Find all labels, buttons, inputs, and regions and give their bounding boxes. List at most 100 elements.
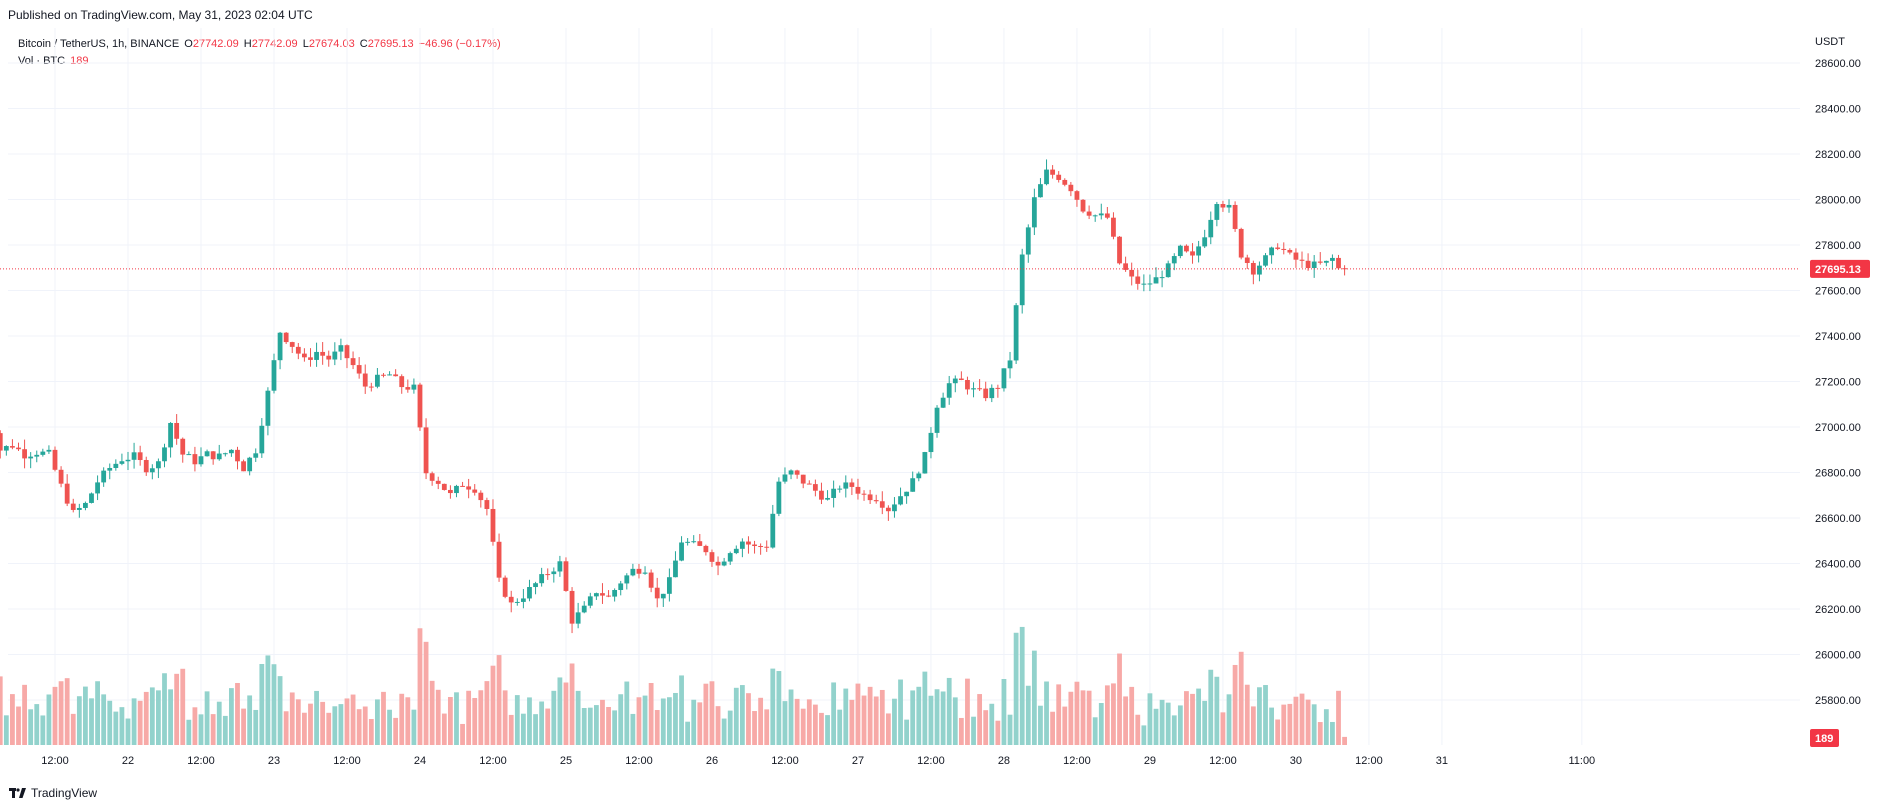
candle	[295, 343, 301, 360]
candle-body	[289, 342, 295, 347]
tradingview-logo-icon	[9, 788, 26, 798]
candle	[460, 481, 465, 487]
volume-bar	[192, 707, 198, 745]
tradingview-brand: TradingView	[31, 786, 98, 800]
candle	[1196, 240, 1202, 263]
candle	[1311, 255, 1317, 278]
volume-bar	[1257, 687, 1262, 745]
candle	[849, 478, 855, 496]
volume-bar	[819, 712, 824, 745]
candle	[119, 453, 125, 466]
volume-bar	[143, 691, 149, 745]
candle-body	[557, 561, 563, 572]
volume-bar	[587, 707, 593, 745]
volume-bar	[1336, 690, 1341, 745]
candle	[1068, 181, 1074, 197]
candle	[527, 579, 532, 602]
volume-bar	[679, 675, 684, 745]
volume-bar	[344, 698, 350, 745]
candle-body	[10, 446, 15, 448]
candle	[89, 492, 94, 504]
volume-bar	[162, 673, 167, 745]
candle	[569, 587, 575, 634]
candle	[162, 443, 167, 468]
candle-body	[952, 378, 958, 384]
candle-body	[1056, 174, 1062, 180]
candle-body	[277, 332, 283, 361]
volume-bar	[1050, 711, 1056, 745]
candle-body	[204, 451, 210, 457]
candle-body	[338, 345, 344, 352]
volume-bar	[1159, 699, 1165, 745]
candle	[40, 448, 46, 457]
volume-bar	[338, 704, 344, 745]
candle	[1214, 201, 1220, 227]
candle	[800, 474, 806, 489]
volume-bar	[648, 683, 654, 745]
candle-body	[1007, 360, 1013, 369]
candle-body	[600, 593, 605, 596]
volume-bar	[703, 683, 709, 745]
candle-body	[776, 481, 782, 514]
volume-bar	[1165, 702, 1171, 745]
candle-body	[1208, 219, 1214, 238]
volume-bar	[399, 693, 405, 745]
candle	[496, 533, 502, 582]
volume-bar	[210, 714, 216, 745]
volume-bar	[898, 679, 903, 745]
candle-body	[642, 572, 648, 574]
candle-body	[965, 379, 970, 390]
candle	[977, 379, 983, 391]
candle	[581, 601, 587, 614]
candle	[338, 338, 344, 361]
candle-body	[34, 454, 40, 457]
candle-body	[758, 546, 764, 548]
candle	[514, 598, 520, 606]
volume-bar	[922, 671, 928, 745]
volume-bar	[642, 695, 648, 745]
candle	[289, 341, 295, 354]
candle-body	[1184, 245, 1189, 252]
volume-bar	[332, 706, 338, 745]
volume-bar	[946, 677, 952, 745]
candle	[806, 480, 812, 485]
candle	[1074, 190, 1080, 207]
volume-bar	[849, 699, 855, 745]
candle	[782, 467, 788, 484]
candle	[666, 568, 672, 602]
candle-body	[977, 388, 983, 390]
candle	[332, 342, 338, 366]
y-tick-label: 27600.00	[1815, 286, 1861, 298]
last-price-label: 27695.13	[1810, 259, 1870, 278]
candle	[551, 567, 557, 583]
candle	[1317, 252, 1323, 265]
candle-body	[137, 452, 143, 461]
candle-body	[825, 497, 830, 500]
volume-bar	[965, 678, 970, 745]
candle	[204, 449, 210, 457]
candle	[910, 471, 916, 492]
candle-body	[800, 474, 806, 484]
candle	[125, 451, 131, 471]
candle	[22, 439, 27, 469]
candle	[843, 475, 849, 498]
candle-body	[575, 612, 581, 624]
candle-body	[241, 461, 246, 472]
volume-bar	[721, 718, 727, 745]
candle-body	[411, 384, 417, 390]
candle-body	[654, 587, 660, 599]
candle	[1263, 253, 1268, 268]
candle-body	[107, 467, 113, 471]
candle	[739, 538, 745, 558]
candle	[989, 384, 995, 403]
candle	[216, 444, 222, 461]
volume-bar	[204, 691, 210, 745]
last-volume-label-text: 189	[1815, 733, 1833, 745]
candle-body	[1299, 259, 1305, 261]
volume-bar	[654, 710, 660, 745]
candle	[271, 353, 277, 394]
volume-bar	[1214, 676, 1220, 745]
tradingview-logo[interactable]: TradingView	[9, 786, 97, 800]
volume-bar	[1044, 681, 1049, 745]
